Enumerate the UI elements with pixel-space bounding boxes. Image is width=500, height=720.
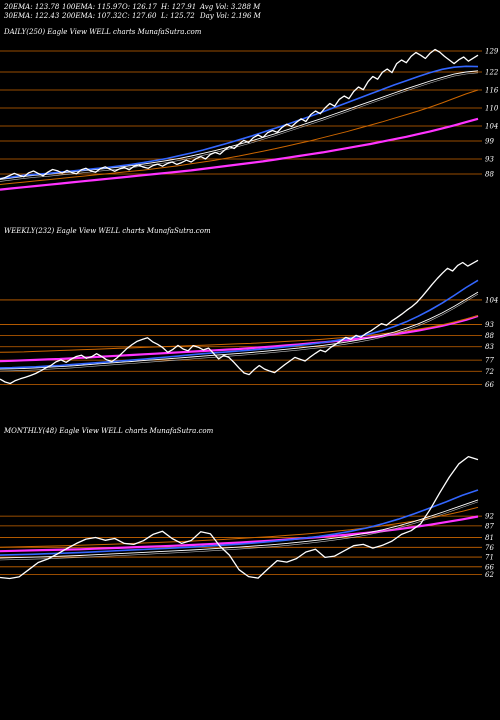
header-ema20: 20EMA: 123.78 bbox=[4, 3, 60, 11]
weekly-y-tick-label: 77 bbox=[485, 357, 494, 365]
daily-ema30-line bbox=[0, 70, 479, 180]
monthly-price-line bbox=[0, 455, 479, 580]
weekly-y-tick-label: 83 bbox=[485, 343, 494, 351]
weekly-panel-title: WEEKLY(232) Eagle View WELL charts Munaf… bbox=[4, 227, 211, 235]
monthly-ema200-line bbox=[0, 515, 479, 553]
daily-y-tick-label: 116 bbox=[485, 87, 499, 95]
daily-price-line bbox=[0, 48, 479, 180]
monthly-y-tick-label: 87 bbox=[485, 522, 494, 530]
header-high: H: 127.91 bbox=[161, 3, 197, 11]
daily-y-tick-label: 104 bbox=[485, 123, 498, 131]
header-ema100: 100EMA: 115.97 bbox=[62, 3, 122, 11]
monthly-y-tick-label: 71 bbox=[485, 554, 494, 562]
weekly-ema30-line bbox=[0, 291, 479, 370]
monthly-ema30-shadow-line bbox=[0, 501, 479, 561]
header-avg-vol: Avg Vol: 3.288 M bbox=[200, 3, 261, 11]
weekly-ema30-shadow-line bbox=[0, 293, 479, 372]
monthly-y-tick-label: 76 bbox=[485, 544, 494, 552]
header-open: O: 126.17 bbox=[122, 3, 157, 11]
weekly-y-tick-label: 93 bbox=[485, 321, 494, 329]
monthly-ema20-line bbox=[0, 489, 479, 556]
monthly-ema30-line bbox=[0, 499, 479, 559]
header-close: C: 127.60 bbox=[122, 12, 157, 20]
monthly-ema100-line bbox=[0, 506, 479, 548]
weekly-chart: 104 93 88 83 77 72 66 bbox=[0, 259, 498, 389]
daily-y-tick-label: 93 bbox=[485, 156, 494, 164]
weekly-ema200-line bbox=[0, 314, 479, 363]
daily-y-tick-label: 88 bbox=[485, 171, 494, 179]
daily-ema100-line bbox=[0, 89, 479, 185]
daily-y-tick-label: 99 bbox=[485, 138, 494, 146]
header-ema200: 200EMA: 107.32 bbox=[62, 12, 122, 20]
weekly-ema100-line bbox=[0, 315, 479, 353]
header-ema30: 30EMA: 122.43 bbox=[4, 12, 60, 20]
weekly-y-tick-label: 104 bbox=[485, 296, 498, 304]
daily-y-tick-label: 110 bbox=[485, 105, 499, 113]
monthly-y-tick-label: 92 bbox=[485, 513, 494, 521]
header-low: L: 125.72 bbox=[161, 12, 195, 20]
header-day-vol: Day Vol: 2.196 M bbox=[200, 12, 261, 20]
daily-y-tick-label: 122 bbox=[485, 69, 499, 77]
weekly-y-tick-label: 88 bbox=[485, 332, 494, 340]
weekly-y-tick-label: 72 bbox=[485, 368, 494, 376]
monthly-y-tick-label: 66 bbox=[485, 563, 494, 571]
weekly-price-line bbox=[0, 259, 479, 385]
daily-ema30-shadow-line bbox=[0, 72, 479, 182]
daily-ema200-line bbox=[0, 117, 479, 191]
monthly-panel-title: MONTHLY(48) Eagle View WELL charts Munaf… bbox=[4, 427, 214, 435]
daily-ema20-line bbox=[0, 65, 479, 180]
monthly-y-tick-label: 62 bbox=[485, 571, 494, 579]
daily-chart: 129 122 116 110 104 99 93 88 bbox=[0, 48, 499, 191]
weekly-y-tick-label: 66 bbox=[485, 381, 494, 389]
daily-y-tick-label: 129 bbox=[485, 48, 499, 56]
weekly-ema20-line bbox=[0, 279, 479, 369]
daily-panel-title: DAILY(250) Eagle View WELL charts Munafa… bbox=[4, 28, 202, 36]
monthly-y-tick-label: 81 bbox=[485, 534, 494, 542]
